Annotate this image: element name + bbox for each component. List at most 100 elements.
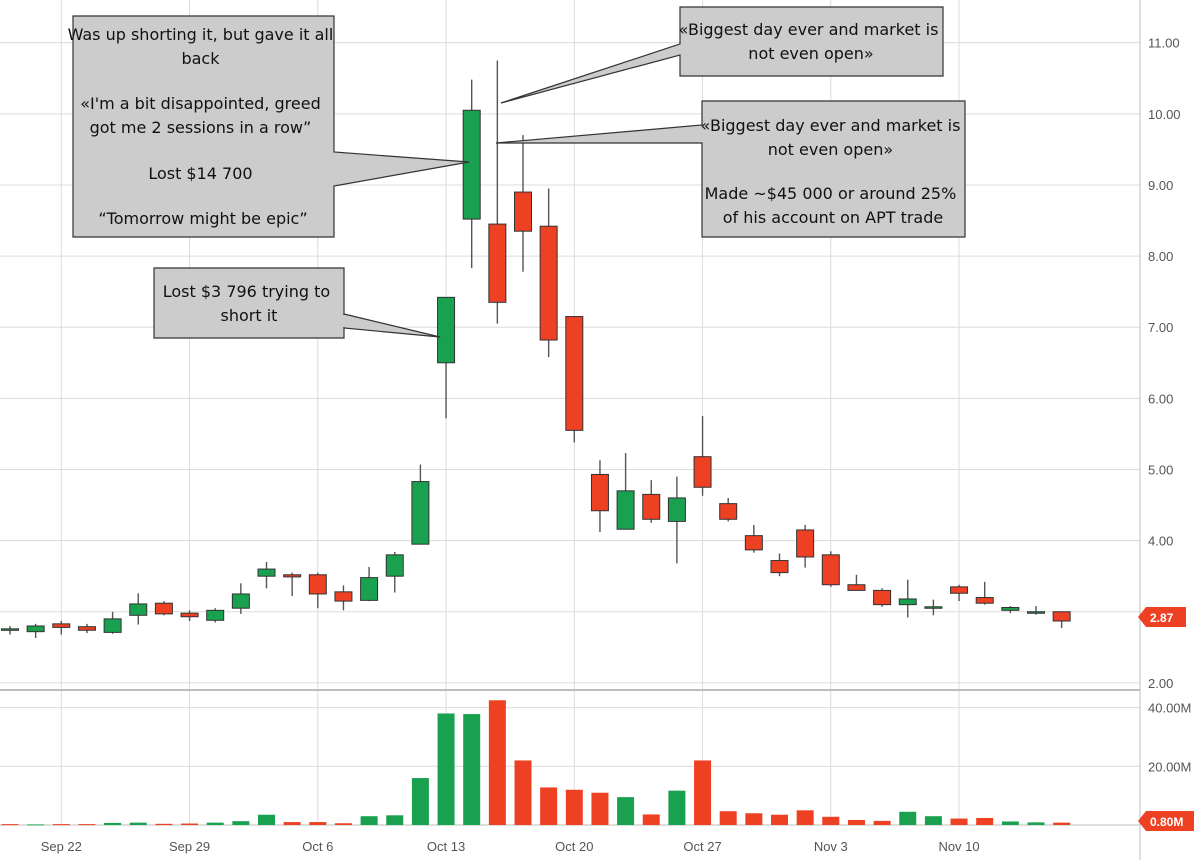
volume-bar: [206, 822, 224, 825]
volume-bar: [694, 760, 712, 825]
candle: [796, 524, 815, 568]
volume-bar: [617, 797, 635, 825]
candle: [437, 296, 456, 419]
candle: [616, 453, 635, 530]
candle-body-up: [360, 577, 379, 601]
candle-body-up: [1001, 606, 1020, 611]
volume-bar: [668, 790, 686, 825]
candle: [719, 497, 738, 522]
volume-bar: [1027, 822, 1045, 825]
volume-bar: [463, 714, 481, 825]
candle-body-down: [950, 586, 969, 594]
callout-market-not-open-1: «Biggest day ever and market is not even…: [500, 6, 944, 104]
last-volume-badge: 0.80M: [1138, 811, 1194, 831]
volume-bar: [1053, 822, 1071, 825]
candle-body-down: [770, 560, 789, 574]
volume-bar: [822, 816, 840, 825]
candle-body-down: [488, 223, 507, 303]
volume-bar: [258, 814, 275, 825]
candle-body-down: [52, 623, 71, 628]
volume-bar: [360, 816, 378, 825]
candle-body-down: [539, 225, 558, 341]
volume-bar: [565, 789, 583, 825]
candle-body-down: [1052, 611, 1071, 622]
candle: [129, 593, 148, 625]
volume-bars: [1, 700, 1071, 826]
candle-body-up: [26, 625, 45, 633]
volume-bar: [309, 822, 327, 825]
candle-body-down: [514, 191, 532, 232]
volume-bar: [386, 815, 404, 825]
candle: [1001, 606, 1020, 614]
callout-market-not-open-2: «Biggest day ever and market is not even…: [495, 100, 966, 238]
volume-bar: [78, 824, 96, 826]
candle: [950, 584, 969, 602]
candle: [924, 599, 943, 616]
candle-body-up: [206, 609, 225, 621]
candle-body-down: [565, 316, 584, 431]
candle: [154, 601, 173, 616]
candle: [1027, 606, 1045, 615]
price-tick-label: 11.00: [1148, 36, 1180, 51]
volume-tick-label: 20.00M: [1148, 759, 1191, 774]
date-tick-label: Oct 27: [683, 839, 721, 854]
candle: [565, 316, 584, 443]
candle: [103, 611, 122, 634]
price-axis: 2.003.004.005.006.007.008.009.0010.0011.…: [1148, 36, 1181, 691]
candle-body-down: [180, 612, 199, 618]
volume-bar: [155, 823, 173, 825]
volume-bar: [642, 814, 660, 825]
candle: [642, 480, 661, 523]
callout-shorting-note: Was up shorting it, but gave it all back…: [68, 15, 470, 238]
candle: [462, 79, 481, 269]
volume-bar: [719, 811, 737, 825]
volume-bar: [847, 820, 865, 825]
candlesticks: [1, 60, 1071, 639]
candle-body-up: [1, 628, 19, 631]
candle: [770, 553, 789, 577]
volume-axis: 20.00M 40.00M: [1148, 701, 1191, 775]
candle: [1052, 611, 1071, 629]
candle-body-up: [103, 618, 122, 633]
candle: [898, 579, 917, 618]
candle-body-down: [77, 626, 96, 631]
candle-body-up: [462, 109, 481, 220]
candle-body-down: [334, 591, 353, 602]
candle: [821, 551, 840, 587]
candle: [257, 561, 276, 589]
candle: [693, 416, 712, 496]
volume-bar: [745, 813, 763, 825]
volume-bar: [283, 822, 301, 825]
price-tick-label: 9.00: [1148, 178, 1173, 193]
volume-tick-label: 40.00M: [1148, 701, 1191, 716]
volume-bar: [232, 821, 250, 825]
price-tick-label: 8.00: [1148, 249, 1173, 264]
volume-bar: [976, 817, 994, 825]
callout-lost-short-text: Lost $3 796 trying to short it: [163, 282, 336, 325]
candle: [847, 574, 866, 591]
last-price-badge: 2.87: [1138, 607, 1186, 627]
candle-body-up: [1027, 611, 1045, 614]
date-tick-label: Sep 22: [41, 839, 82, 854]
candle: [180, 610, 199, 621]
date-tick-label: Oct 6: [302, 839, 333, 854]
panel-separators: [0, 0, 1141, 860]
candle-body-up: [257, 568, 276, 577]
candle-body-down: [847, 584, 866, 591]
candle-body-up: [616, 490, 635, 530]
candle: [231, 583, 250, 614]
candle-body-up: [924, 606, 943, 609]
last-price-text: 2.87: [1150, 611, 1174, 625]
volume-bar: [181, 823, 199, 825]
candle: [488, 60, 507, 324]
candle-body-down: [975, 597, 994, 604]
candle: [975, 581, 994, 605]
volume-bar: [514, 760, 532, 825]
volume-bar: [437, 713, 455, 825]
callout-shorting-text: Was up shorting it, but gave it all back…: [68, 25, 339, 228]
candle-body-down: [719, 503, 738, 520]
candle-body-up: [667, 497, 686, 522]
callout-lost-short: Lost $3 796 trying to short it: [153, 267, 441, 339]
volume-bar: [334, 823, 352, 825]
